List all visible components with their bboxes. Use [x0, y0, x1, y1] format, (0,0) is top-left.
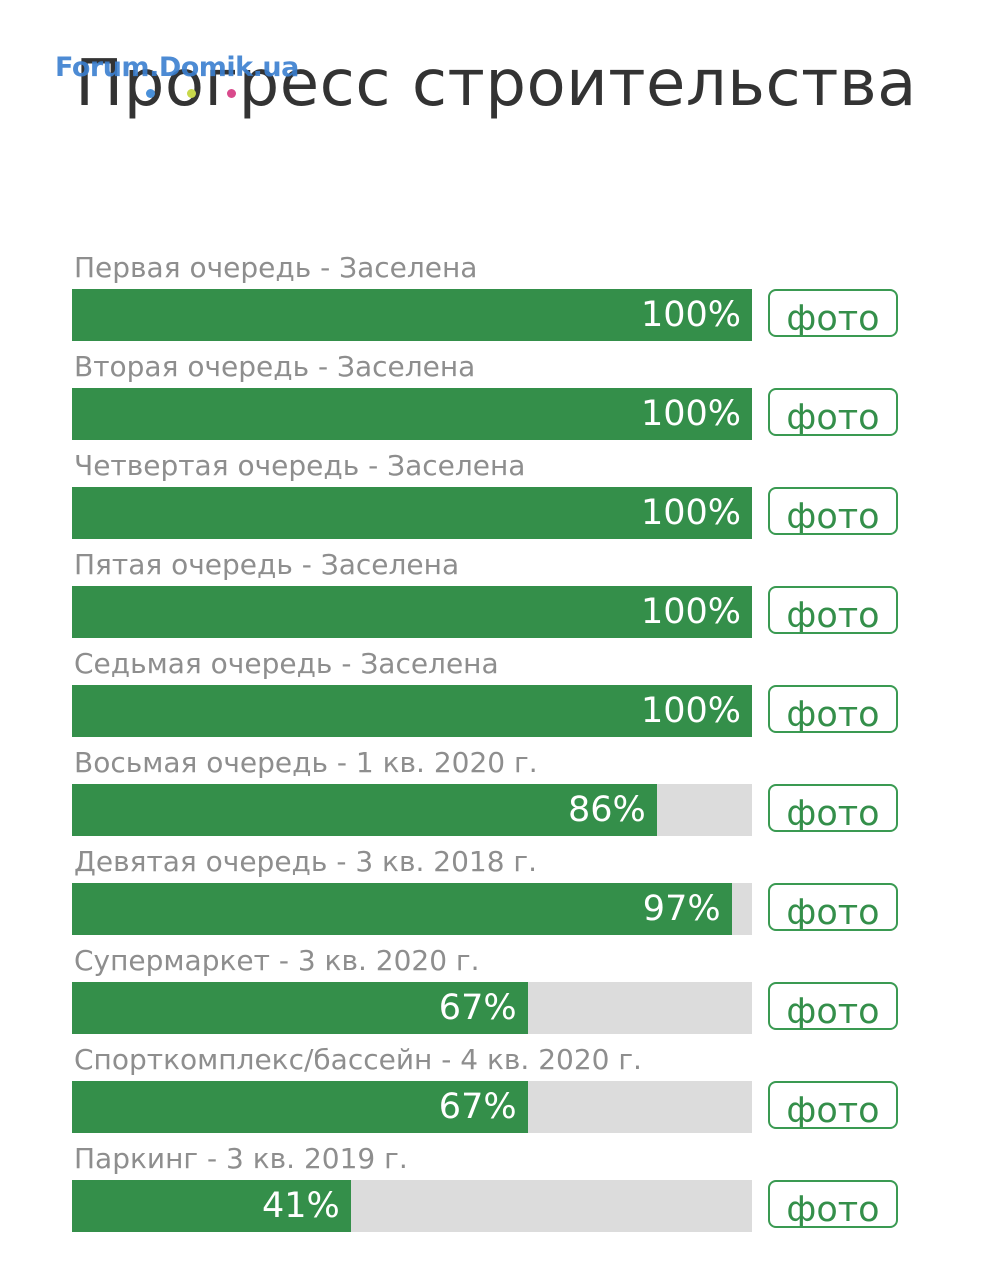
progress-bar: 97% — [72, 883, 752, 935]
progress-percent: 67% — [438, 1087, 517, 1127]
progress-percent: 86% — [568, 790, 646, 830]
photo-button[interactable]: фото — [768, 883, 898, 931]
progress-item-label: Восьмая очередь - 1 кв. 2020 г. — [74, 746, 538, 779]
progress-percent: 41% — [262, 1186, 340, 1226]
progress-bar-fill: 67% — [72, 1081, 528, 1133]
progress-bar: 67% — [72, 1081, 752, 1133]
watermark-dot — [187, 89, 196, 98]
progress-item-label: Паркинг - 3 кв. 2019 г. — [74, 1142, 408, 1175]
progress-item: Восьмая очередь - 1 кв. 2020 г. 86% фото — [72, 743, 912, 842]
progress-item: Супермаркет - 3 кв. 2020 г. 67% фото — [72, 941, 912, 1040]
progress-bar: 67% — [72, 982, 752, 1034]
progress-item-label: Пятая очередь - Заселена — [74, 548, 460, 581]
progress-item: Четвертая очередь - Заселена 100% фото — [72, 446, 912, 545]
progress-bar-fill: 100% — [72, 388, 752, 440]
progress-percent: 97% — [642, 889, 721, 929]
progress-item: Девятая очередь - 3 кв. 2018 г. 97% фото — [72, 842, 912, 941]
progress-percent: 100% — [640, 394, 741, 434]
photo-button[interactable]: фото — [768, 289, 898, 337]
progress-bar: 100% — [72, 289, 752, 341]
progress-item-label: Четвертая очередь - Заселена — [74, 449, 526, 482]
progress-percent: 100% — [640, 691, 741, 731]
photo-button[interactable]: фото — [768, 388, 898, 436]
photo-button[interactable]: фото — [768, 1180, 898, 1228]
progress-item: Седьмая очередь - Заселена 100% фото — [72, 644, 912, 743]
progress-item: Первая очередь - Заселена 100% фото — [72, 248, 912, 347]
progress-item: Вторая очередь - Заселена 100% фото — [72, 347, 912, 446]
progress-percent: 100% — [640, 493, 741, 533]
progress-item-label: Спорткомплекс/бассейн - 4 кв. 2020 г. — [74, 1043, 642, 1076]
progress-item-label: Седьмая очередь - Заселена — [74, 647, 499, 680]
progress-item: Пятая очередь - Заселена 100% фото — [72, 545, 912, 644]
progress-item-label: Девятая очередь - 3 кв. 2018 г. — [74, 845, 538, 878]
progress-bar: 100% — [72, 487, 752, 539]
progress-bar-fill: 97% — [72, 883, 732, 935]
progress-bar-fill: 100% — [72, 685, 752, 737]
progress-item-label: Супермаркет - 3 кв. 2020 г. — [74, 944, 480, 977]
progress-item-label: Вторая очередь - Заселена — [74, 350, 476, 383]
watermark-dot — [146, 89, 155, 98]
progress-bar: 41% — [72, 1180, 752, 1232]
progress-bar: 100% — [72, 685, 752, 737]
watermark-logo: Forum.Domik.ua — [55, 52, 299, 83]
progress-bar-fill: 100% — [72, 487, 752, 539]
photo-button[interactable]: фото — [768, 685, 898, 733]
page-title: Прогресс строительства — [75, 47, 917, 121]
progress-item-label: Первая очередь - Заселена — [74, 251, 478, 284]
progress-bar-fill: 41% — [72, 1180, 351, 1232]
progress-item: Спорткомплекс/бассейн - 4 кв. 2020 г. 67… — [72, 1040, 912, 1139]
progress-bar-fill: 67% — [72, 982, 528, 1034]
photo-button[interactable]: фото — [768, 487, 898, 535]
photo-button[interactable]: фото — [768, 586, 898, 634]
photo-button[interactable]: фото — [768, 784, 898, 832]
progress-bar-fill: 100% — [72, 586, 752, 638]
progress-bar: 86% — [72, 784, 752, 836]
progress-bar-fill: 100% — [72, 289, 752, 341]
progress-item: Паркинг - 3 кв. 2019 г. 41% фото — [72, 1139, 912, 1238]
progress-percent: 100% — [640, 295, 741, 335]
progress-percent: 67% — [438, 988, 517, 1028]
progress-bar: 100% — [72, 388, 752, 440]
progress-list: Первая очередь - Заселена 100% фото Втор… — [72, 248, 912, 1238]
progress-bar-fill: 86% — [72, 784, 657, 836]
photo-button[interactable]: фото — [768, 1081, 898, 1129]
watermark-dot — [227, 89, 236, 98]
progress-percent: 100% — [640, 592, 741, 632]
photo-button[interactable]: фото — [768, 982, 898, 1030]
progress-bar: 100% — [72, 586, 752, 638]
